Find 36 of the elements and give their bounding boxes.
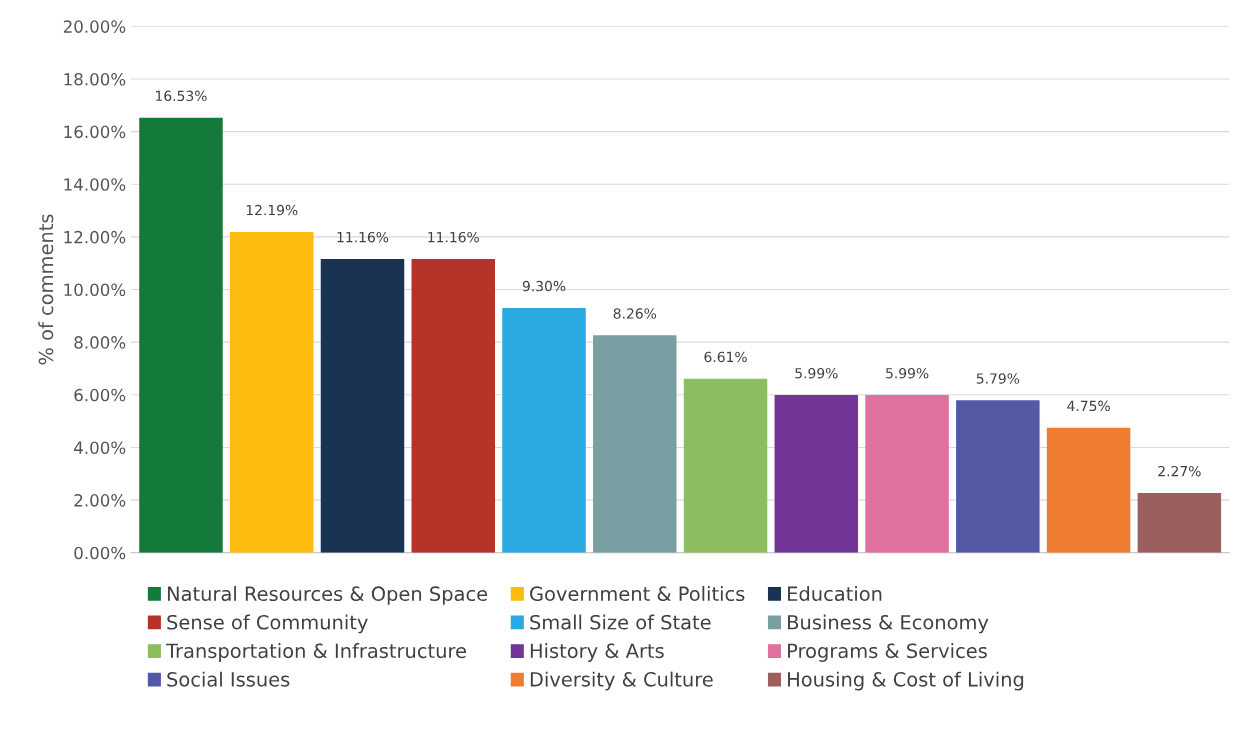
data-label: 5.79% (976, 373, 1020, 384)
legend-label: Programs & Services (788, 643, 987, 662)
legend-label: Natural Resources & Open Space (167, 586, 488, 605)
y-tick-label: 8.00% (74, 336, 126, 349)
data-label: 9.30% (522, 280, 566, 292)
y-tick-label: 4.00% (74, 441, 126, 455)
y-tick-label: 16.00% (64, 125, 126, 139)
legend-label: Diversity & Culture (530, 671, 713, 691)
data-label: 5.99% (886, 367, 929, 379)
y-axis-title: % of comments (38, 214, 54, 365)
y-tick-label: 14.00% (64, 178, 126, 191)
legend-label: Housing & Cost of Living (788, 671, 1024, 691)
data-label: 5.99% (795, 367, 838, 379)
legend-label: Education (788, 586, 882, 602)
data-label: 4.75% (1067, 400, 1110, 412)
y-tick-label: 18.00% (64, 72, 126, 86)
legend-label: Government & Politics (530, 586, 745, 602)
data-label: 16.53% (156, 90, 207, 102)
data-label: 12.19% (246, 204, 298, 216)
y-tick-label: 2.00% (74, 494, 126, 507)
legend-label: History & Arts (530, 643, 664, 662)
data-label: 6.61% (704, 351, 747, 363)
y-tick-label: 12.00% (64, 230, 126, 244)
data-label: 11.16% (428, 231, 479, 243)
legend-label: Business & Economy (788, 614, 989, 634)
data-label: 8.26% (613, 308, 657, 319)
y-tick-label: 10.00% (64, 283, 126, 297)
y-tick-label: 20.00% (63, 20, 126, 33)
data-label: 2.27% (1158, 465, 1201, 477)
legend-label: Social Issues (167, 671, 290, 687)
y-tick-label: 6.00% (74, 388, 126, 402)
y-tick-label: 0.00% (74, 546, 126, 560)
data-label: 11.16% (337, 231, 389, 243)
legend-label: Transportation & Infrastructure (165, 643, 466, 662)
legend-label: Sense of Community (167, 614, 368, 634)
legend-label: Small Size of State (530, 614, 711, 630)
